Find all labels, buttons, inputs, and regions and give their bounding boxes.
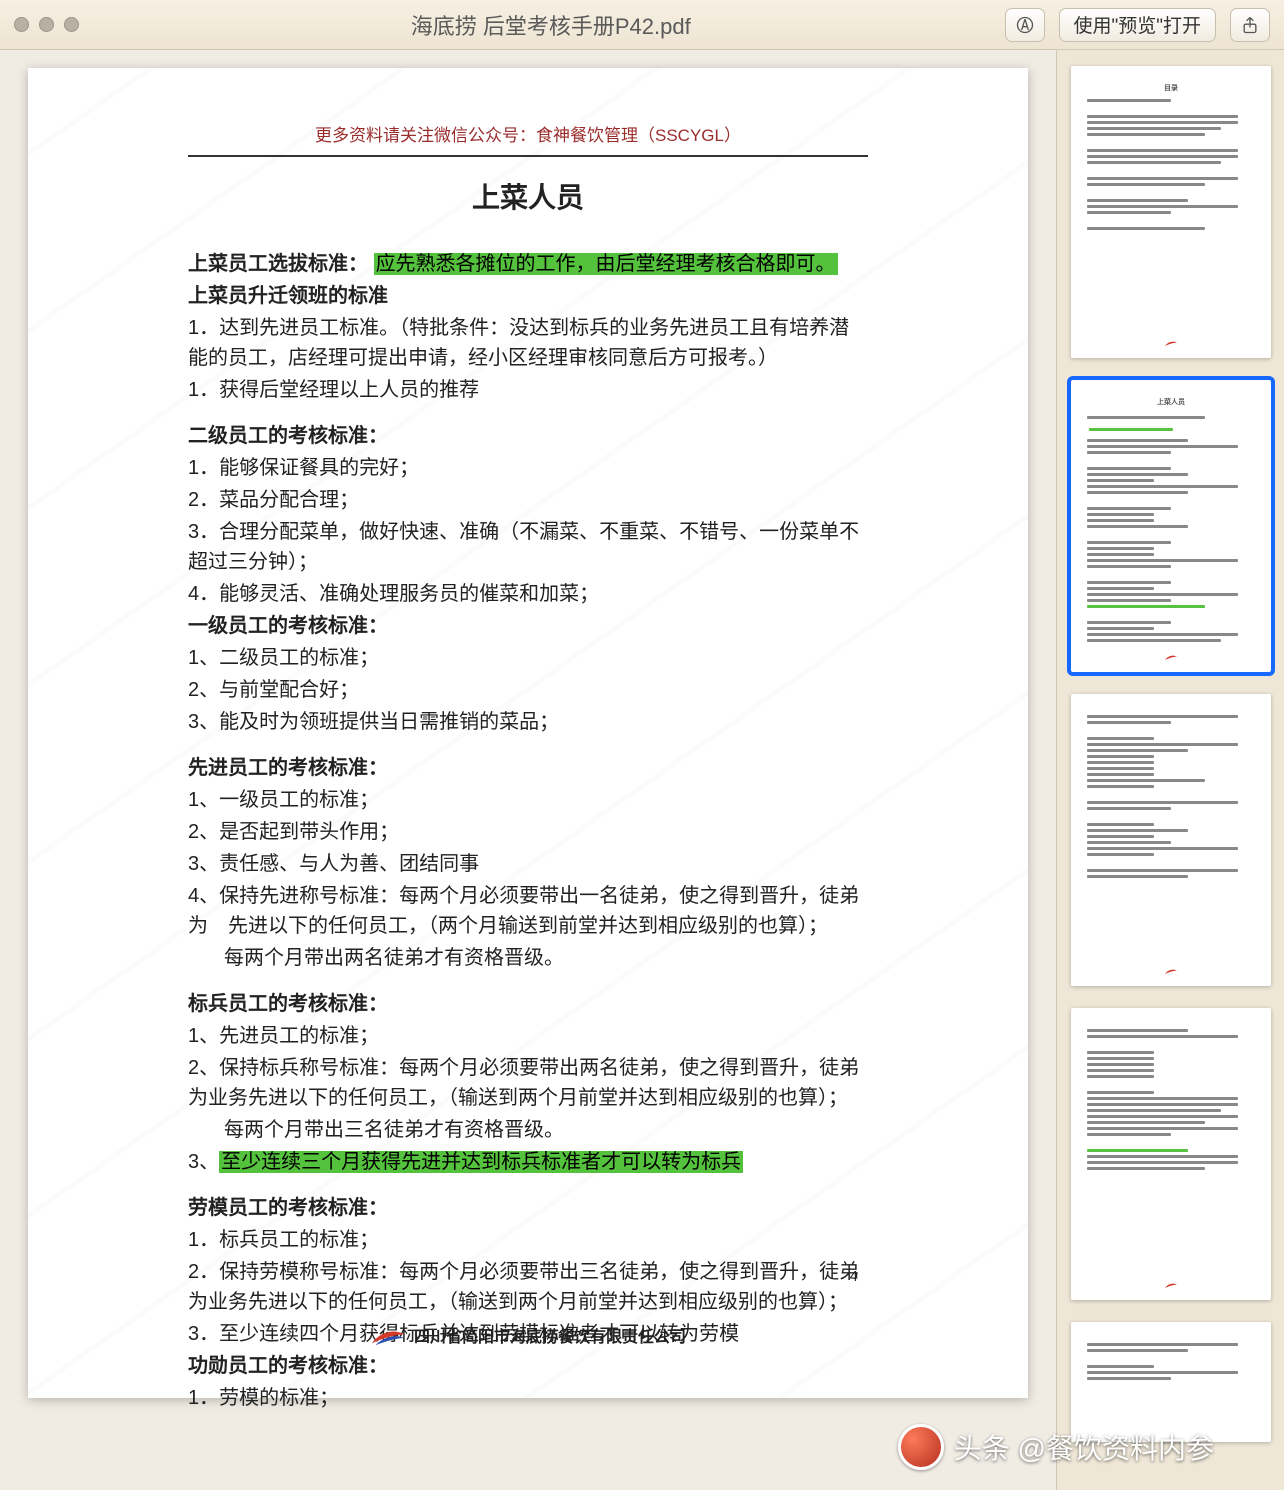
page-footer-text: 四川省简阳市海底捞餐饮有限责任公司 — [414, 1326, 686, 1350]
level1-title: 一级员工的考核标准： — [188, 611, 868, 641]
window-titlebar: 海底捞 后堂考核手册P42.pdf 使用"预览"打开 — [0, 0, 1284, 50]
open-with-preview-button[interactable]: 使用"预览"打开 — [1059, 8, 1217, 42]
promote-item-2: 1．获得后堂经理以上人员的推荐 — [188, 375, 868, 405]
markup-icon — [1015, 15, 1035, 35]
thumbnail-page[interactable]: 目录 — [1071, 66, 1271, 358]
biaobing-item-2: 2、保持标兵称号标准：每两个月必须要带出两名徒弟，使之得到晋升，徒弟为业务先进以… — [188, 1053, 868, 1113]
logo-icon — [370, 1327, 406, 1349]
pdf-page: 更多资料请关注微信公众号：食神餐饮管理（SSCYGL） 上菜人员 上菜员工选拔标… — [28, 68, 1028, 1398]
laomo-title: 劳模员工的考核标准： — [188, 1193, 868, 1223]
level2-item-3: 3．合理分配菜单，做好快速、准确（不漏菜、不重菜、不错号、一份菜单不超过三分钟）… — [188, 517, 868, 577]
source-watermark: 头条 @餐饮资料内参 — [898, 1424, 1214, 1470]
biaobing-item-3-highlight: 至少连续三个月获得先进并达到标兵标准者才可以转为标兵 — [219, 1151, 743, 1173]
level2-item-1: 1．能够保证餐具的完好； — [188, 453, 868, 483]
level2-title: 二级员工的考核标准： — [188, 421, 868, 451]
level1-item-1: 1、二级员工的标准； — [188, 643, 868, 673]
share-icon — [1240, 15, 1260, 35]
source-watermark-text: 头条 @餐饮资料内参 — [954, 1427, 1214, 1467]
gongxun-title: 功勋员工的考核标准： — [188, 1351, 868, 1381]
biaobing-item-3-prefix: 3、 — [188, 1151, 219, 1173]
page-footer: 四川省简阳市海底捞餐饮有限责任公司 — [28, 1326, 1028, 1350]
avatar-icon — [898, 1424, 944, 1470]
share-button[interactable] — [1230, 8, 1270, 42]
level2-item-4: 4．能够灵活、准确处理服务员的催菜和加菜； — [188, 579, 868, 609]
level2-item-2: 2．菜品分配合理； — [188, 485, 868, 515]
biaobing-item-3: 3、至少连续三个月获得先进并达到标兵标准者才可以转为标兵 — [188, 1147, 868, 1177]
page-viewport[interactable]: 更多资料请关注微信公众号：食神餐饮管理（SSCYGL） 上菜人员 上菜员工选拔标… — [0, 50, 1056, 1490]
selection-standard-label: 上菜员工选拔标准： — [188, 253, 368, 275]
selection-standard-highlight: 应先熟悉各摊位的工作，由后堂经理考核合格即可。 — [374, 253, 838, 275]
level1-item-2: 2、与前堂配合好； — [188, 675, 868, 705]
advanced-item-3: 3、责任感、与人为善、团结同事 — [188, 849, 868, 879]
page-header-line: 更多资料请关注微信公众号：食神餐饮管理（SSCYGL） — [188, 123, 868, 157]
advanced-item-4: 4、保持先进称号标准：每两个月必须要带出一名徒弟，使之得到晋升，徒弟为 先进以下… — [188, 881, 868, 941]
page-title: 上菜人员 — [188, 177, 868, 219]
laomo-item-2: 2．保持劳模称号标准：每两个月必须要带出三名徒弟，使之得到晋升，徒弟为业务先进以… — [188, 1257, 868, 1317]
advanced-item-4b: 每两个月带出两名徒弟才有资格晋级。 — [188, 943, 868, 973]
biaobing-item-1: 1、先进员工的标准； — [188, 1021, 868, 1051]
close-icon[interactable] — [14, 17, 29, 32]
traffic-lights — [14, 17, 79, 32]
advanced-item-2: 2、是否起到带头作用； — [188, 817, 868, 847]
gongxun-item-1: 1．劳模的标准； — [188, 1383, 868, 1413]
laomo-item-1: 1．标兵员工的标准； — [188, 1225, 868, 1255]
window-title: 海底捞 后堂考核手册P42.pdf — [111, 9, 991, 41]
selection-standard: 上菜员工选拔标准： 应先熟悉各摊位的工作，由后堂经理考核合格即可。 — [188, 249, 868, 279]
thumbnail-page[interactable] — [1071, 694, 1271, 986]
markup-button[interactable] — [1005, 8, 1045, 42]
biaobing-item-2b: 每两个月带出三名徒弟才有资格晋级。 — [188, 1115, 868, 1145]
biaobing-title: 标兵员工的考核标准： — [188, 989, 868, 1019]
advanced-item-1: 1、一级员工的标准； — [188, 785, 868, 815]
content-split: 更多资料请关注微信公众号：食神餐饮管理（SSCYGL） 上菜人员 上菜员工选拔标… — [0, 50, 1284, 1490]
promote-item-1: 1．达到先进员工标准。（特批条件：没达到标兵的业务先进员工且有培养潜能的员工，店… — [188, 313, 868, 373]
page-number: 4 — [850, 1266, 858, 1289]
thumbnail-page[interactable]: 上菜人员 — [1071, 380, 1271, 672]
advanced-title: 先进员工的考核标准： — [188, 753, 868, 783]
minimize-icon[interactable] — [39, 17, 54, 32]
promote-title: 上菜员升迁领班的标准 — [188, 281, 868, 311]
level1-item-3: 3、能及时为领班提供当日需推销的菜品； — [188, 707, 868, 737]
zoom-icon[interactable] — [64, 17, 79, 32]
thumbnail-sidebar[interactable]: 目录 上菜人员 — [1056, 50, 1284, 1490]
thumbnail-page[interactable] — [1071, 1008, 1271, 1300]
